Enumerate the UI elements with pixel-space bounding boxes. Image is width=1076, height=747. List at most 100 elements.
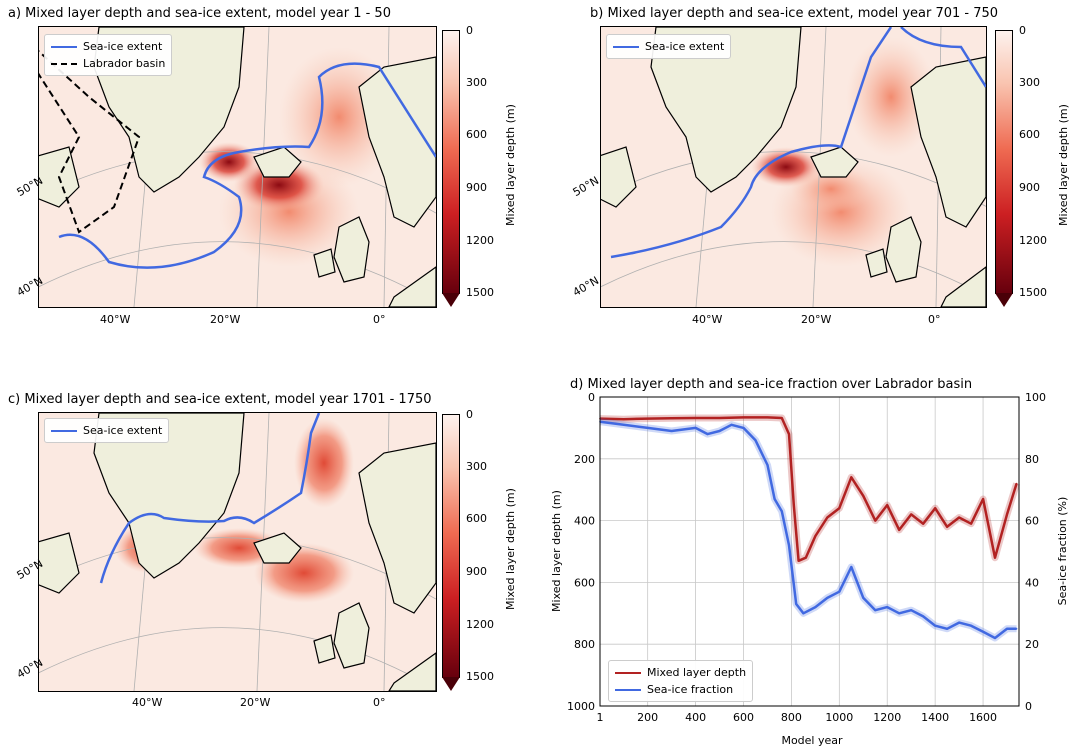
- lon-label-40w-a: 40°W: [100, 313, 131, 326]
- cbar-c-tick-1500: 1500: [466, 670, 494, 683]
- data-point: [910, 513, 912, 516]
- data-point: [946, 627, 948, 630]
- cbar-b-tick-1500: 1500: [1019, 286, 1047, 299]
- data-point: [718, 430, 721, 432]
- colorbar-a-extend-arrow: [442, 293, 460, 307]
- data-point: [797, 559, 800, 562]
- y-axis-right-label: Sea-ice fraction (%): [1056, 497, 1069, 606]
- legend-swatch-blue: [51, 45, 77, 48]
- cbar-a-tick-1500: 1500: [466, 286, 494, 299]
- data-point: [646, 427, 649, 429]
- x-tick-label: 1: [597, 711, 604, 724]
- y-right-tick-label: 60: [1025, 515, 1039, 528]
- data-point: [742, 416, 745, 419]
- colorbar-b-extend-arrow: [995, 293, 1013, 307]
- scandinavia-shape: [358, 56, 436, 228]
- colorbar-b: [995, 30, 1013, 294]
- legend-swatch-blue: [51, 429, 77, 432]
- data-point: [958, 621, 960, 624]
- data-point: [670, 417, 673, 420]
- data-point: [1015, 627, 1018, 630]
- cbar-a-tick-600: 600: [466, 128, 487, 141]
- data-point: [766, 464, 769, 466]
- data-point: [670, 430, 673, 432]
- cbar-b-tick-1200: 1200: [1019, 234, 1047, 247]
- data-point: [814, 606, 817, 608]
- data-point: [718, 417, 721, 419]
- lon-label-40w-c: 40°W: [132, 696, 163, 709]
- data-point: [898, 612, 901, 615]
- data-point: [804, 556, 807, 559]
- colorbar-c-title: Mixed layer depth (m): [504, 488, 517, 610]
- x-tick-label: 400: [685, 711, 706, 724]
- map-a-legend: Sea-ice extent Labrador basin: [44, 34, 173, 76]
- data-point: [826, 516, 829, 519]
- lon-label-0-b: 0°: [928, 313, 941, 326]
- data-point: [874, 519, 877, 522]
- cbar-a-tick-1200: 1200: [466, 234, 494, 247]
- data-point: [886, 606, 889, 608]
- legend-item-sea-ice: Sea-ice extent: [51, 38, 165, 55]
- lon-label-40w-b: 40°W: [692, 313, 723, 326]
- cbar-b-tick-0: 0: [1019, 24, 1026, 37]
- europe-shape: [388, 266, 436, 307]
- data-point: [838, 507, 841, 510]
- lon-label-20w-a: 20°W: [210, 313, 241, 326]
- x-axis-label: Model year: [781, 734, 843, 747]
- map-b: [600, 26, 987, 308]
- data-point: [994, 556, 996, 559]
- labrador-basin-outline: [39, 50, 141, 234]
- y-tick-label: 600: [574, 576, 595, 589]
- data-point: [599, 420, 601, 423]
- cbar-a-tick-0: 0: [466, 24, 473, 37]
- data-point: [773, 498, 776, 500]
- y-axis-label: Mixed layer depth (m): [550, 490, 563, 612]
- data-point: [922, 615, 924, 618]
- cbar-a-tick-900: 900: [466, 181, 487, 194]
- y-tick-label: 200: [574, 453, 595, 466]
- lon-label-20w-b: 20°W: [801, 313, 832, 326]
- legend-swatch-red: [615, 671, 641, 674]
- lon-label-0-c: 0°: [373, 696, 386, 709]
- data-point: [982, 498, 984, 500]
- x-tick-label: 600: [733, 711, 754, 724]
- cbar-b-tick-300: 300: [1019, 76, 1040, 89]
- data-point: [850, 476, 853, 479]
- colorbar-c: [442, 414, 460, 678]
- x-tick-label: 1400: [921, 711, 949, 724]
- iceland-shape: [253, 146, 302, 178]
- lon-label-20w-c: 20°W: [240, 696, 271, 709]
- data-point: [781, 417, 783, 419]
- data-point: [826, 597, 829, 599]
- cbar-b-tick-600: 600: [1019, 128, 1040, 141]
- cbar-c-tick-1200: 1200: [466, 618, 494, 631]
- legend-swatch-blue: [615, 688, 641, 691]
- data-point: [788, 433, 790, 435]
- data-point: [802, 612, 805, 615]
- series-band-0: [599, 413, 1020, 565]
- data-point: [766, 416, 769, 419]
- legend-swatch-dashed: [51, 62, 77, 65]
- map-c-title: c) Mixed layer depth and sea-ice extent,…: [8, 392, 432, 407]
- data-point: [850, 566, 853, 568]
- mixed-layer-depth-line: [599, 416, 1018, 563]
- data-point: [781, 510, 783, 513]
- data-point: [886, 504, 889, 506]
- legend-item-mld: Mixed layer depth: [615, 664, 746, 681]
- lat-label-40n-b: 40°N: [570, 273, 602, 300]
- legend-item-labrador: Labrador basin: [51, 55, 165, 72]
- data-point: [862, 597, 865, 599]
- y-right-tick-label: 80: [1025, 453, 1039, 466]
- data-point: [730, 424, 733, 426]
- colorbar-c-extend-arrow: [442, 677, 460, 691]
- legend-item-ice: Sea-ice fraction: [615, 681, 746, 698]
- colorbar-b-title: Mixed layer depth (m): [1057, 104, 1070, 226]
- sea-ice-fraction-line: [599, 420, 1017, 640]
- data-point: [898, 529, 901, 531]
- chart-title: d) Mixed layer depth and sea-ice fractio…: [570, 377, 973, 392]
- y-tick-label: 1000: [567, 700, 595, 713]
- data-point: [814, 535, 817, 537]
- data-point: [788, 544, 790, 547]
- data-point: [970, 522, 972, 525]
- data-point: [910, 609, 912, 612]
